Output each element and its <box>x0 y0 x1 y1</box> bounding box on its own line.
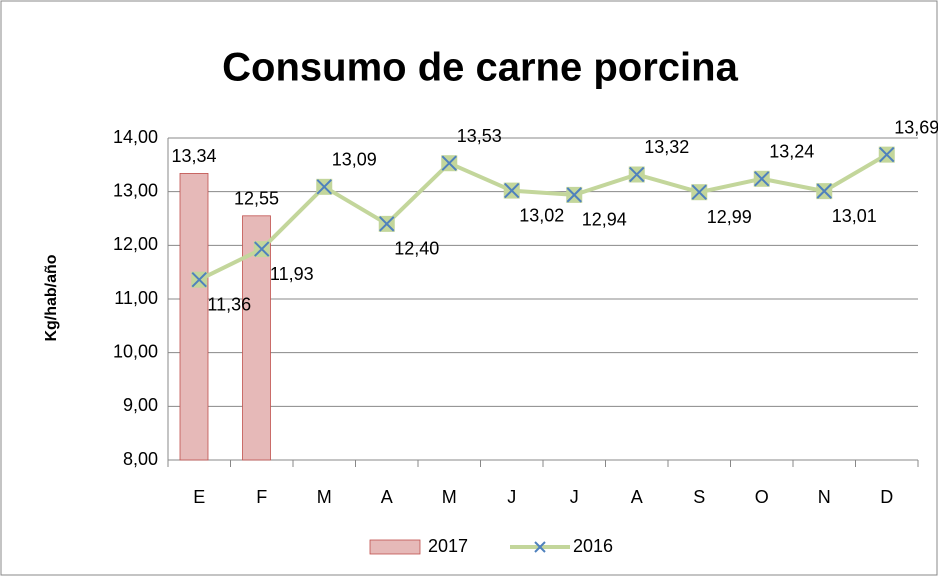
marker-x <box>316 179 332 195</box>
x-tick-label: S <box>693 487 705 507</box>
x-tick-label: N <box>818 487 831 507</box>
y-axis-label: Kg/hab/año <box>43 254 60 341</box>
data-label: 13,69 <box>894 117 938 137</box>
y-tick-label: 9,00 <box>123 395 158 415</box>
y-tick-label: 12,00 <box>113 234 158 254</box>
data-label: 13,02 <box>519 205 564 225</box>
data-label: 13,34 <box>171 146 216 166</box>
x-tick-label: A <box>381 487 393 507</box>
x-tick-label: F <box>256 487 267 507</box>
y-tick-label: 13,00 <box>113 180 158 200</box>
y-tick-label: 8,00 <box>123 449 158 469</box>
marker-x <box>754 171 770 187</box>
marker-x <box>566 187 582 203</box>
marker-x <box>441 155 457 171</box>
line <box>198 152 888 282</box>
marker-x <box>504 182 520 199</box>
legend-label: 2017 <box>428 536 468 556</box>
data-label: 13,01 <box>832 206 877 226</box>
x-tick-label: J <box>570 487 579 507</box>
x-tick-label: M <box>442 487 457 507</box>
data-label: 12,99 <box>707 207 752 227</box>
x-tick-label: E <box>193 487 205 507</box>
marker-x <box>879 146 895 163</box>
data-label: 12,55 <box>234 189 279 209</box>
data-label: 12,40 <box>394 239 439 259</box>
y-tick-label: 14,00 <box>113 127 158 147</box>
marker-x <box>691 184 707 200</box>
marker-x <box>254 241 270 257</box>
x-tick-label: M <box>317 487 332 507</box>
data-label: 12,94 <box>582 210 627 230</box>
legend-label: 2016 <box>573 536 613 556</box>
data-label: 13,24 <box>769 142 814 162</box>
data-label: 13,53 <box>457 126 502 146</box>
x-tick-label: D <box>880 487 893 507</box>
data-label: 13,32 <box>644 137 689 157</box>
x-tick-label: A <box>631 487 643 507</box>
bar <box>179 173 209 461</box>
data-label: 11,36 <box>207 294 251 314</box>
x-tick-label: O <box>755 487 769 507</box>
data-label: 11,93 <box>270 264 314 284</box>
chart-title: Consumo de carne porcina <box>222 46 738 90</box>
marker-x <box>629 166 645 183</box>
marker-x <box>191 271 207 288</box>
y-tick-label: 10,00 <box>113 341 158 361</box>
marker-x <box>379 216 395 232</box>
legend-swatch <box>369 539 421 555</box>
data-label: 13,09 <box>332 150 377 170</box>
marker-x <box>816 183 832 199</box>
legend-marker <box>534 541 546 553</box>
y-tick-label: 11,00 <box>114 288 158 308</box>
x-tick-label: J <box>507 487 516 507</box>
